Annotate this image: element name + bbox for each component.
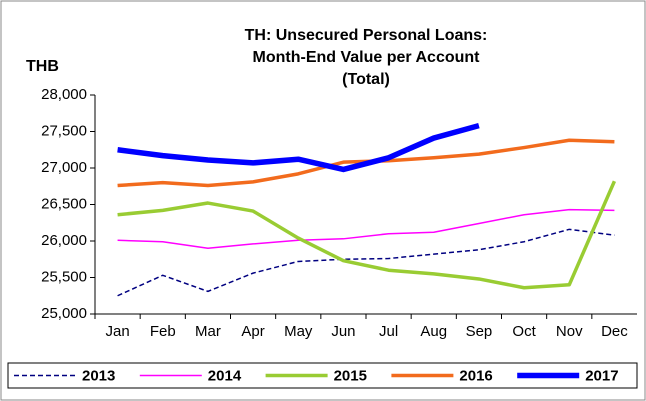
y-tick-label: 27,000 [41, 159, 87, 176]
legend-label: 2016 [459, 367, 492, 384]
series-line [117, 228, 615, 297]
x-tick-label: Nov [556, 323, 583, 340]
chart-title: (Total) [342, 71, 390, 88]
y-tick-label: 28,000 [41, 86, 87, 103]
x-tick-label: Jun [331, 323, 355, 340]
y-tick-label: 26,500 [41, 195, 87, 212]
y-tick-label: 26,000 [41, 232, 87, 249]
legend-label: 2013 [82, 367, 115, 384]
x-tick-label: May [284, 323, 313, 340]
x-tick-label: Feb [150, 323, 176, 340]
legend-label: 2014 [208, 367, 242, 384]
chart-title: TH: Unsecured Personal Loans: [245, 27, 488, 44]
y-tick-label: 27,500 [41, 122, 87, 139]
series-line [117, 208, 615, 250]
y-tick-label: 25,500 [41, 268, 87, 285]
series-line [117, 180, 617, 290]
legend-label: 2015 [334, 367, 367, 384]
x-tick-label: Apr [241, 323, 264, 340]
series-line [117, 123, 480, 173]
chart-title: Month-End Value per Account [253, 49, 481, 66]
x-tick-label: Sep [466, 323, 493, 340]
x-tick-label: Aug [420, 323, 447, 340]
x-tick-label: Jul [379, 323, 398, 340]
x-tick-label: Dec [601, 323, 628, 340]
legend-box [7, 362, 638, 389]
y-axis-label: THB [26, 58, 59, 75]
x-tick-label: Oct [512, 323, 536, 340]
legend-label: 2017 [585, 367, 618, 384]
x-tick-label: Jan [105, 323, 129, 340]
y-tick-label: 25,000 [41, 305, 87, 322]
x-tick-label: Mar [195, 323, 221, 340]
